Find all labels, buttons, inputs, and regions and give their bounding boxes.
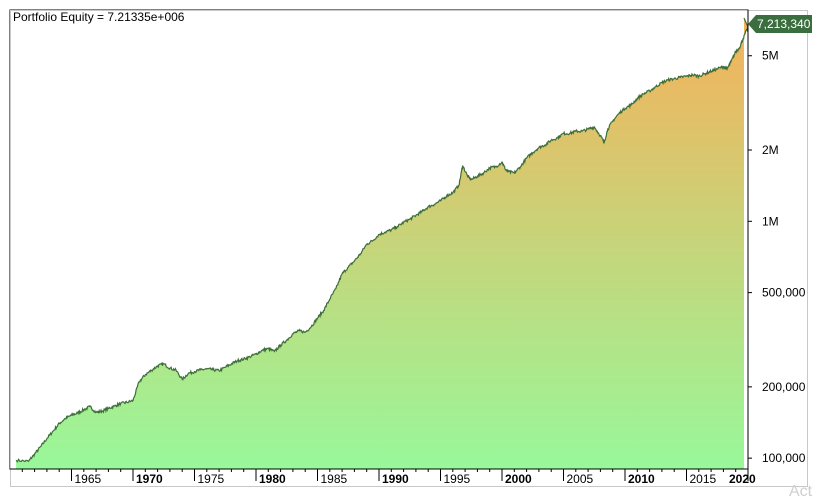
x-tick-label: 1985 [321,472,348,486]
x-tick-label: 1990 [382,472,409,486]
y-tick-label: 1M [762,214,779,228]
x-tick-label: 1970 [136,472,163,486]
y-tick-label: 200,000 [762,380,806,394]
watermark-text: Act [789,483,813,497]
x-tick-label: 2005 [567,472,594,486]
equity-line [15,17,748,463]
y-axis-ticks: 5M 2M 1M 500,000 200,000 100,000 [748,49,806,465]
x-tick-label: 1965 [75,472,102,486]
x-tick-label: 2000 [505,472,532,486]
y-tick-label: 2M [762,143,779,157]
y-tick-label: 5M [762,49,779,63]
x-tick-label: 1980 [259,472,286,486]
x-tick-label: 1975 [198,472,225,486]
y-tick-label: 100,000 [762,451,806,465]
last-value-tag: 7,213,340 [748,15,812,33]
x-tick-label: 2010 [628,472,655,486]
x-tick-label: 2015 [690,472,717,486]
x-tick-label: 1995 [444,472,471,486]
chart-title: Portfolio Equity = 7.21335e+006 [13,10,185,24]
equity-area [16,18,748,469]
x-tick-label: 2020 [729,472,756,486]
last-value-tag-text: 7,213,340 [757,17,811,31]
last-value-tag-shape [748,15,812,33]
x-axis-ticks: 1965 1970 1975 1980 1985 1990 1995 2000 2005 2010… [21,469,756,486]
outer-frame [10,10,808,487]
y-tick-label: 500,000 [762,286,806,300]
